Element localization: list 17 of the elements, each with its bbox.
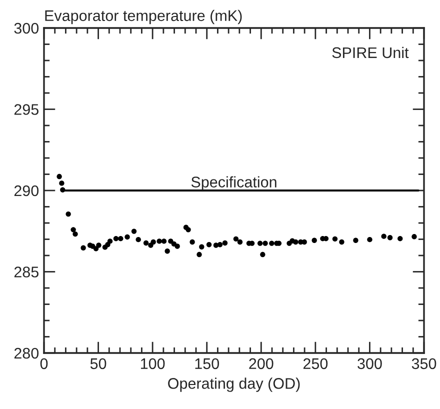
x-tick-label: 200: [249, 358, 274, 370]
x-tick-label: 0: [40, 358, 48, 370]
x-tick-label: 100: [140, 358, 165, 370]
x-tick-label: 50: [90, 358, 106, 370]
y-tick-label: 285: [14, 266, 38, 278]
ref-line-label: Specification: [191, 176, 276, 190]
x-tick-label: 300: [358, 358, 382, 370]
y-tick-label: 290: [14, 185, 39, 196]
y-tick-label: 300: [14, 22, 39, 34]
x-axis-title: Operating day (OD): [168, 378, 300, 392]
y-axis-title: Evaporator temperature (mK): [45, 10, 242, 24]
y-tick-label: 295: [14, 104, 38, 115]
x-tick-label: 150: [195, 358, 220, 370]
x-tick-label: 250: [303, 358, 328, 370]
annotation: SPIRE Unit: [332, 46, 409, 58]
x-tick-label: 350: [412, 358, 436, 370]
y-tick-label: 280: [14, 348, 39, 359]
